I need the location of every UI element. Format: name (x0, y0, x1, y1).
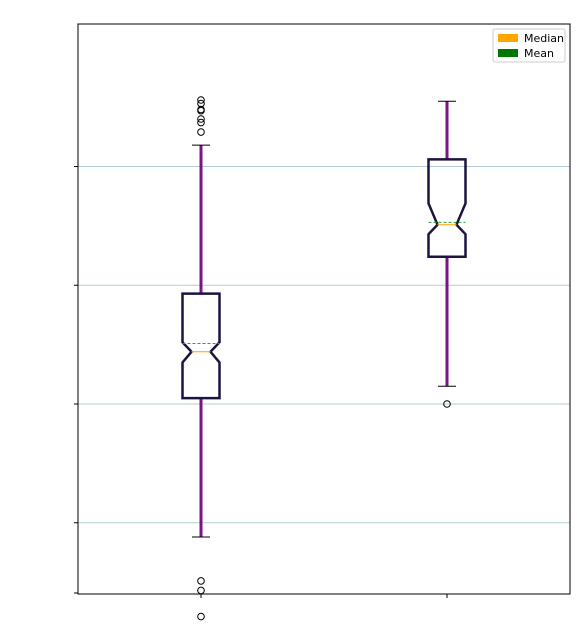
flier-0-6 (197, 128, 205, 136)
flier-0-9 (197, 612, 205, 621)
flier-0-4 (197, 115, 205, 123)
flier-1-0 (443, 400, 451, 408)
flier-0-7 (197, 577, 205, 585)
legend: Median Mean (492, 28, 566, 63)
axes-layer (74, 23, 571, 598)
flier-0-8 (197, 586, 205, 595)
box-1 (427, 158, 467, 258)
flier-0-1 (197, 99, 205, 108)
box-layer (181, 96, 467, 621)
legend-swatch-0 (498, 34, 518, 42)
flier-0-5 (197, 118, 205, 127)
legend-label-0: Median (524, 32, 564, 45)
grid-layer (78, 166, 570, 524)
flier-0-3 (197, 106, 205, 115)
legend-swatch-1 (498, 49, 518, 57)
plot-frame (77, 23, 571, 595)
legend-label-1: Mean (524, 47, 554, 60)
box-0 (181, 292, 221, 400)
flier-0-0 (197, 96, 205, 104)
